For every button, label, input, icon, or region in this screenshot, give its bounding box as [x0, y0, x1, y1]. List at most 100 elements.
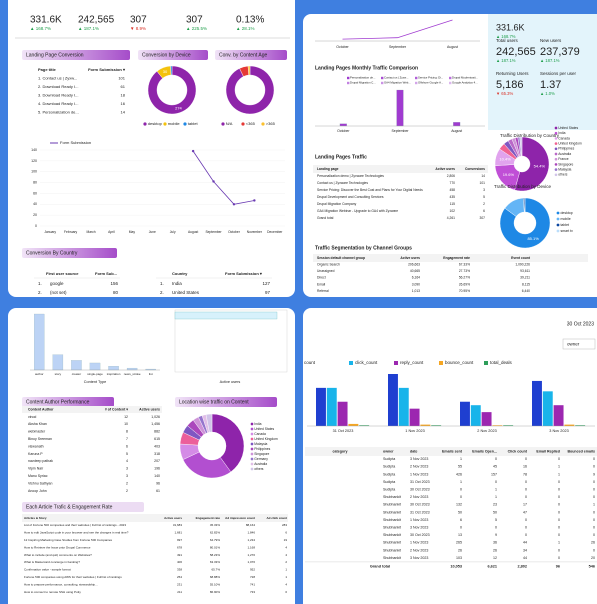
total-cell: Grand total [370, 564, 390, 568]
slice [211, 413, 245, 473]
table-cell: Contact us | Zyxware Technologies [317, 181, 368, 185]
section-title: Landing Page Conversion [26, 53, 84, 59]
table-cell: 207 [154, 459, 160, 463]
legend-item: Malaysia [558, 167, 571, 171]
legend-item: Canada [254, 432, 266, 436]
table-cell: 44 [523, 556, 527, 560]
slice [247, 65, 251, 76]
table-cell: 435 [449, 195, 455, 199]
axis-title: Active users [220, 380, 241, 384]
table-cell: 2. [160, 290, 164, 295]
legend-swatch [250, 442, 254, 446]
x-tick-label: June [149, 230, 156, 234]
table-cell: 18 [121, 93, 126, 98]
total-cell: 2,802 [517, 564, 527, 568]
table-cell: 318 [154, 452, 160, 456]
table-cell: Aksha Khan [28, 422, 47, 426]
table-cell: 0 [460, 495, 462, 499]
column-header: Form Sub... [95, 271, 117, 276]
legend-swatch [554, 163, 558, 166]
legend-swatch [381, 81, 384, 85]
legend-swatch [554, 126, 558, 130]
legend-swatch [347, 76, 350, 80]
table-cell: How to edit JavaScript code in your brow… [24, 531, 129, 535]
legend-item: Personalization de... [350, 76, 376, 80]
table-cell: 1. [160, 281, 164, 286]
column-header: Bounced emails [567, 449, 595, 453]
table-cell: 770 [449, 181, 455, 185]
legend-item: Australia [558, 152, 571, 156]
table-cell: 0 [558, 487, 560, 491]
table-cell: 0 [495, 480, 497, 484]
y-tick-label: 80 [33, 180, 37, 184]
legend-swatch [250, 432, 254, 436]
table-cell: 283 [282, 523, 287, 527]
table-cell: 4 [126, 459, 128, 463]
table-cell: 115 [450, 202, 455, 206]
column-header: Active users [139, 407, 160, 411]
table-cell: 0 [593, 465, 595, 469]
table-cell: 101 [479, 181, 485, 185]
slice-label: 30 [163, 69, 168, 74]
x-tick-label: single-page [87, 372, 103, 376]
kpi-delta: ▼ 65.3% [496, 91, 513, 96]
table-cell: 20 [591, 556, 595, 560]
table-cell: 97 [265, 290, 271, 295]
section-header [22, 502, 144, 512]
legend-item: Canada [558, 136, 570, 140]
x-tick-label: May [129, 230, 136, 234]
legend-item: others [558, 173, 568, 177]
legend-item: India [558, 131, 565, 135]
slice [519, 136, 523, 157]
table-cell: 55 [458, 465, 462, 469]
table-cell: 31 Oct 2023 [410, 480, 430, 484]
table-cell: 491 [177, 553, 182, 557]
table-cell: 1,270 [247, 553, 255, 557]
table-cell: 1. Contact us | Zyxw... [38, 76, 77, 81]
table-cell: 2. Download Ready I... [38, 84, 78, 89]
table-cell: 61 [121, 84, 126, 89]
table-cell: 1 Nov 2023 [410, 472, 428, 476]
kpi-label: Total users [496, 38, 519, 43]
legend-swatch [554, 131, 558, 135]
table-cell: 3 [483, 188, 485, 192]
table-cell: 4,261 [447, 216, 455, 220]
table-cell: 58.23% [210, 553, 221, 557]
column-header: Active users [400, 256, 420, 260]
legend-swatch [449, 81, 452, 85]
kpi-delta: ▲ 168.7% [30, 26, 51, 31]
bar [396, 89, 404, 127]
bar [126, 367, 138, 371]
legend-swatch [250, 457, 254, 461]
column-header: Active users [164, 516, 182, 520]
table-cell: 882 [154, 430, 160, 434]
x-tick-label: October [228, 230, 241, 234]
table-cell: 1 [558, 472, 560, 476]
column-header: Ad click count [266, 516, 287, 520]
filter-label: owner [567, 342, 580, 347]
table-cell: 55.10% [210, 582, 221, 586]
y-tick-label: 140 [31, 148, 37, 152]
legend-item: desktop [560, 211, 572, 215]
kpi-delta: ▲ 225.5% [186, 26, 207, 31]
slice-label: 85.1% [527, 236, 539, 241]
x-tick-label: list [149, 372, 153, 376]
table-cell: 2 [483, 202, 485, 206]
table-cell: 5 [483, 195, 485, 199]
column-header: Email Replied [536, 449, 560, 453]
table-cell: navdeep pathak [28, 459, 53, 463]
table-cell: 254 [177, 575, 182, 579]
chart-title: Traffic Distribution by Country [500, 133, 560, 138]
column-header: Form Submission ▾ [88, 67, 126, 72]
table-cell: 1,090,226 [515, 262, 530, 266]
legend-item: United Kingdom [558, 141, 582, 145]
legend-item: Drupal Migration C... [350, 81, 376, 85]
table-cell: 1 [460, 480, 462, 484]
legend-item: desktop [148, 121, 163, 126]
legend-item: smart tv [560, 229, 573, 233]
table-cell: webmaster [28, 430, 46, 434]
table-cell: 8 [126, 430, 128, 434]
legend-swatch [484, 361, 488, 365]
legend-swatch [554, 173, 558, 177]
table-cell: 1 [495, 495, 497, 499]
